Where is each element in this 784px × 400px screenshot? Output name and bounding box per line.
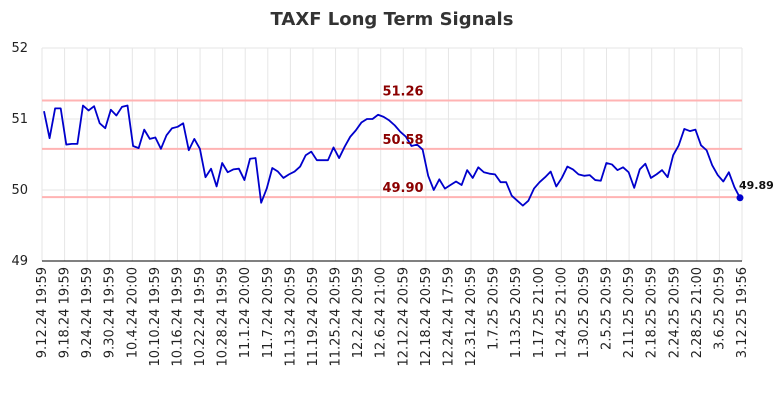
x-tick-label: 10.22.24 19:59 — [193, 267, 208, 367]
series-line — [43, 104, 741, 207]
y-tick-label: 50 — [11, 183, 28, 198]
x-tick-label: 10.28.24 19:59 — [216, 267, 231, 367]
x-tick-label: 2.18.25 20:59 — [645, 267, 660, 358]
x-tick-label: 9.18.24 19:59 — [58, 267, 73, 358]
axes: 49 50 51 52 9.12.24 19:59 9.18.24 19:59 9.24.2… — [11, 41, 750, 367]
reference-line-label: 50.58 — [382, 133, 423, 148]
x-tick-label: 10.16.24 19:59 — [170, 267, 185, 367]
x-tick-label: 10.10.24 19:59 — [148, 267, 163, 367]
x-tick-label: 11.7.24 20:59 — [261, 267, 276, 358]
last-point-marker — [736, 194, 744, 202]
x-tick-label: 10.4.24 20:00 — [125, 267, 140, 358]
x-tick-label: 11.19.24 20:59 — [306, 267, 321, 367]
x-tick-label: 12.12.24 20:59 — [396, 267, 411, 367]
reference-lines — [42, 99, 742, 199]
chart-title: TAXF Long Term Signals — [271, 9, 514, 30]
x-tick-label: 11.25.24 20:59 — [329, 267, 344, 367]
series-layer — [43, 104, 744, 207]
x-tick-label: 9.24.24 19:59 — [80, 267, 95, 358]
x-tick-label: 9.30.24 19:59 — [103, 267, 118, 358]
x-tick-label: 12.2.24 20:59 — [351, 267, 366, 358]
x-tick-label: 2.11.25 20:59 — [622, 267, 637, 358]
x-tick-label: 1.7.25 20:59 — [487, 267, 502, 350]
x-tick-label: 12.31.24 20:59 — [464, 267, 479, 367]
x-tick-label: 12.6.24 21:00 — [374, 267, 389, 358]
y-tick-label: 49 — [11, 254, 28, 269]
x-tick-label: 12.24.24 17:59 — [441, 267, 456, 367]
last-value-label: 49.89 — [739, 179, 774, 192]
labels: 51.26 50.58 49.90 49.89 — [382, 85, 773, 197]
x-tick-label: 9.12.24 19:59 — [35, 267, 50, 358]
reference-line-label: 51.26 — [382, 85, 423, 100]
x-tick-label: 12.18.24 20:59 — [419, 267, 434, 367]
x-tick-label: 1.13.25 20:59 — [509, 267, 524, 358]
x-tick-label: 1.30.25 20:59 — [577, 267, 592, 358]
grid — [41, 47, 743, 262]
x-tick-label: 3.6.25 20:59 — [712, 267, 727, 350]
x-tick-label: 1.24.25 21:00 — [554, 267, 569, 358]
x-tick-label: 11.1.24 20:00 — [238, 267, 253, 358]
y-tick-label: 52 — [11, 41, 28, 56]
reference-line-label: 49.90 — [382, 181, 423, 196]
x-tick-label: 2.28.25 21:00 — [690, 267, 705, 358]
x-tick-label: 2.5.25 20:59 — [600, 267, 615, 350]
x-tick-label: 11.13.24 20:59 — [283, 267, 298, 367]
x-tick-label: 2.24.25 20:59 — [667, 267, 682, 358]
x-tick-label: 1.17.25 21:00 — [532, 267, 547, 358]
y-tick-label: 51 — [11, 112, 28, 127]
x-tick-label: 3.12.25 19:56 — [735, 267, 750, 358]
